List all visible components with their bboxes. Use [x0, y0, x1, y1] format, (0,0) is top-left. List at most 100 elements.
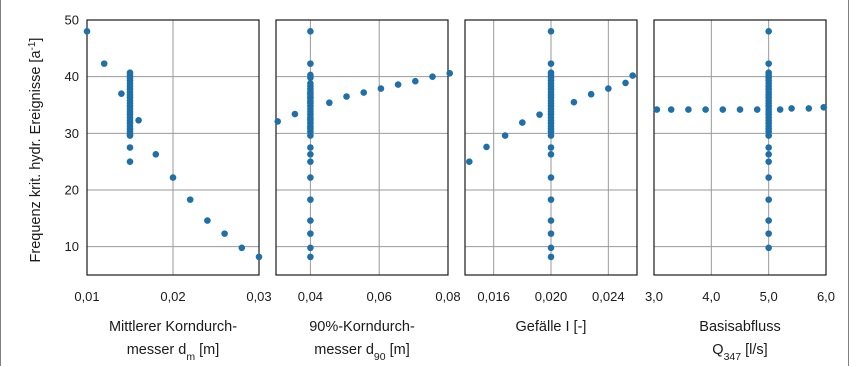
data-point [307, 132, 314, 139]
x-tick-label: 0,06 [367, 289, 392, 304]
data-point [629, 72, 636, 79]
panel-korndurchmesser-dm: 10 20 30 40 50 0,01 0,02 0,03 Mittlerer Korndurc… [65, 13, 272, 364]
data-point [204, 217, 211, 224]
panel-gefaelle: 0,016 0,020 0,024 Gefälle I [-] [464, 19, 638, 335]
data-point [307, 230, 314, 237]
data-point [307, 60, 314, 67]
data-point [776, 106, 784, 113]
data-point [765, 158, 772, 165]
x-axis-label: Gefälle I [-] [516, 319, 587, 335]
data-point [765, 144, 772, 151]
x-axis-label: Q347 [l/s] [712, 342, 767, 363]
data-point [547, 144, 555, 151]
x-tick-label: 0,01 [74, 289, 99, 304]
data-point [307, 124, 314, 131]
data-point [307, 244, 314, 252]
data-point [169, 174, 177, 181]
data-point [753, 106, 761, 113]
data-point [307, 90, 314, 97]
x-axis-label: messer dm [m] [127, 342, 220, 363]
data-point [820, 103, 828, 111]
plot-frame [275, 19, 449, 276]
data-point [765, 151, 772, 158]
y-axis-label: Frequenz krit. hydr. Ereignisse [a-1] [27, 38, 45, 263]
data-point [765, 132, 772, 139]
y-axis-label-superscript: -1 [27, 41, 38, 50]
x-tick-label: 0,02 [160, 289, 185, 304]
data-point [765, 60, 772, 67]
data-point [100, 60, 108, 67]
data-point [547, 28, 555, 35]
data-point [570, 98, 578, 106]
x-tick-label: 0,020 [535, 289, 568, 304]
data-point [519, 119, 526, 126]
data-point [360, 89, 368, 96]
data-point [765, 28, 772, 35]
data-point [547, 151, 555, 158]
data-point [326, 99, 333, 107]
data-point [805, 105, 813, 112]
chart-panels: 10 20 30 40 50 0,01 0,02 0,03 Mittlerer Korndurc… [65, 13, 836, 364]
data-point [547, 253, 555, 261]
data-point [446, 69, 454, 77]
data-point [501, 132, 509, 139]
data-point [412, 77, 419, 85]
x-axis-label: 90%-Korndurch- [309, 319, 415, 335]
x-tick-label: 0,04 [298, 289, 323, 304]
data-point [765, 244, 772, 252]
data-point [547, 230, 555, 237]
panel-basisabfluss: 3,0 4,0 5,0 6,0 Basisabfluss Q347 [l/s] [645, 19, 835, 363]
plot-frame [653, 19, 827, 276]
data-point [307, 158, 314, 165]
data-point [653, 106, 661, 113]
y-tick-label: 20 [65, 183, 79, 198]
data-point [307, 151, 314, 158]
data-point [765, 196, 772, 203]
data-point [685, 106, 692, 113]
x-axis-label: Mittlerer Korndurch- [109, 319, 237, 335]
data-point [152, 151, 160, 158]
data-point [126, 144, 134, 151]
data-point [343, 93, 350, 100]
data-point [221, 230, 228, 237]
data-point [547, 132, 555, 139]
x-tick-label: 3,0 [645, 289, 663, 304]
data-point [83, 28, 91, 35]
data-point [719, 106, 727, 113]
data-point [622, 79, 629, 87]
y-tick-label: 10 [65, 239, 79, 254]
data-point [788, 105, 795, 112]
data-point [536, 111, 543, 118]
data-point [547, 244, 555, 252]
x-tick-label: 0,024 [592, 289, 625, 304]
y-tick-label: 40 [65, 69, 79, 84]
data-point [307, 74, 314, 82]
x-tick-label: 0,016 [477, 289, 510, 304]
data-point [307, 174, 314, 181]
data-point [186, 196, 194, 203]
y-tick-label: 30 [65, 126, 79, 141]
data-point [255, 253, 263, 261]
data-point [126, 158, 134, 165]
data-point [483, 143, 490, 151]
data-point [118, 90, 125, 97]
data-point [547, 217, 555, 224]
data-point [291, 110, 299, 118]
x-tick-label: 0,08 [435, 289, 460, 304]
data-point [587, 90, 595, 98]
data-point [547, 60, 555, 67]
data-point [667, 106, 675, 113]
data-point [394, 81, 402, 88]
data-point [765, 217, 772, 224]
data-point [765, 174, 772, 181]
plot-frame [464, 19, 638, 276]
data-point [605, 85, 612, 92]
data-point [307, 196, 314, 203]
data-point [466, 158, 473, 165]
data-point [307, 115, 314, 123]
data-point [765, 230, 772, 237]
data-point [126, 132, 134, 139]
x-tick-label: 4,0 [702, 289, 720, 304]
